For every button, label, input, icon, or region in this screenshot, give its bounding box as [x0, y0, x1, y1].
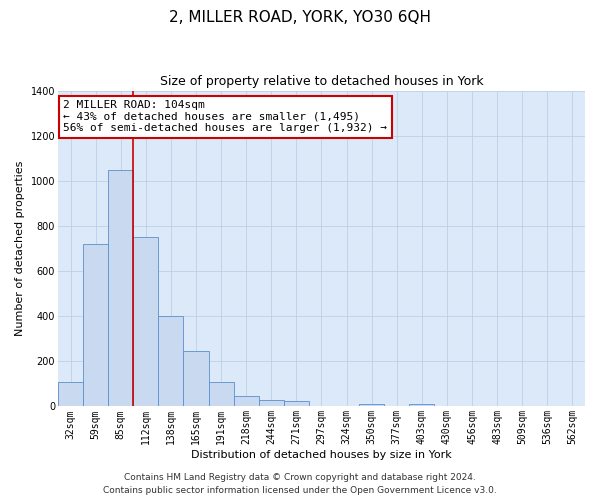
- Bar: [158, 316, 184, 406]
- Bar: [83, 244, 108, 406]
- Bar: [184, 351, 209, 406]
- Bar: [233, 396, 259, 406]
- Y-axis label: Number of detached properties: Number of detached properties: [15, 161, 25, 336]
- Title: Size of property relative to detached houses in York: Size of property relative to detached ho…: [160, 75, 483, 88]
- Text: Contains HM Land Registry data © Crown copyright and database right 2024.
Contai: Contains HM Land Registry data © Crown c…: [103, 474, 497, 495]
- Text: 2 MILLER ROAD: 104sqm
← 43% of detached houses are smaller (1,495)
56% of semi-d: 2 MILLER ROAD: 104sqm ← 43% of detached …: [63, 100, 387, 133]
- Bar: [108, 170, 133, 406]
- Bar: [209, 382, 233, 406]
- Bar: [359, 404, 384, 406]
- Bar: [58, 382, 83, 406]
- Bar: [409, 404, 434, 406]
- Bar: [133, 237, 158, 406]
- X-axis label: Distribution of detached houses by size in York: Distribution of detached houses by size …: [191, 450, 452, 460]
- Bar: [259, 400, 284, 406]
- Text: 2, MILLER ROAD, YORK, YO30 6QH: 2, MILLER ROAD, YORK, YO30 6QH: [169, 10, 431, 25]
- Bar: [284, 401, 309, 406]
